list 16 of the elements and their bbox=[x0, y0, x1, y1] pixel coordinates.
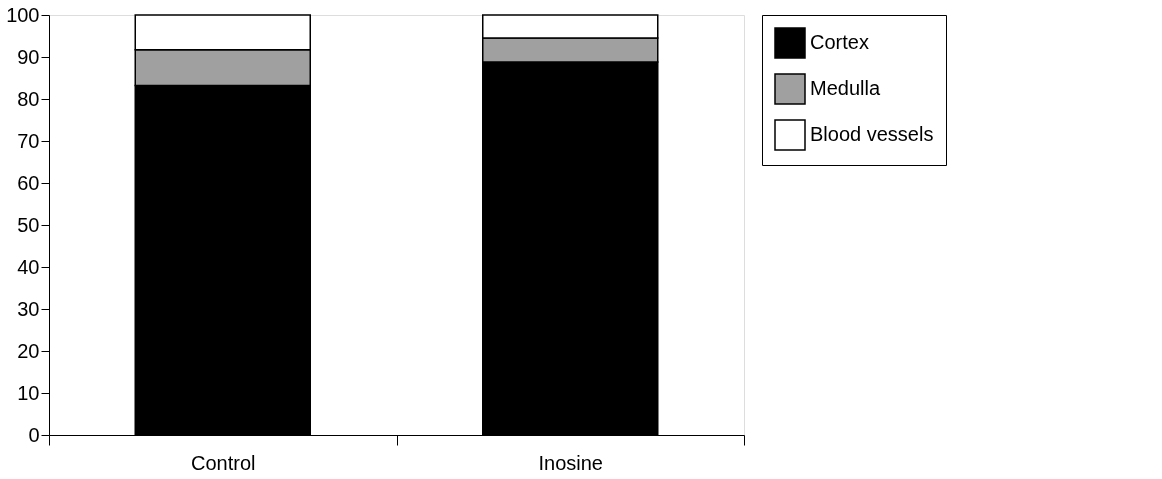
y-tick-label: 10 bbox=[17, 381, 40, 404]
x-tick-label: Inosine bbox=[538, 451, 603, 474]
y-tick-label: 90 bbox=[17, 45, 40, 68]
legend-label: Blood vessels bbox=[810, 123, 934, 145]
y-tick-label: 40 bbox=[17, 255, 40, 278]
legend-label: Cortex bbox=[810, 31, 869, 53]
y-tick-label: 60 bbox=[17, 171, 40, 194]
x-tick-label: Control bbox=[191, 451, 256, 474]
y-tick-label: 30 bbox=[17, 297, 40, 320]
y-tick-label: 50 bbox=[17, 213, 40, 236]
y-tick-label: 100 bbox=[6, 3, 40, 26]
legend-label: Medulla bbox=[810, 77, 881, 99]
y-tick-label: 70 bbox=[17, 129, 40, 152]
y-tick-label: 80 bbox=[17, 87, 40, 110]
y-tick-label: 0 bbox=[28, 423, 40, 446]
y-tick-label: 20 bbox=[17, 339, 40, 362]
